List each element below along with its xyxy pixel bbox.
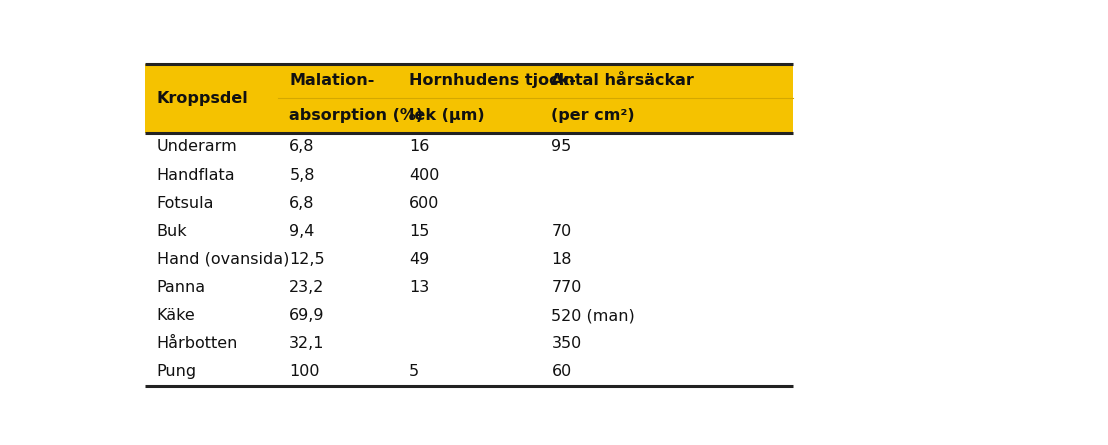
Text: Hand (ovansida): Hand (ovansida) bbox=[156, 252, 289, 267]
Text: 100: 100 bbox=[289, 364, 320, 379]
Text: 15: 15 bbox=[409, 224, 430, 239]
Text: 18: 18 bbox=[552, 252, 572, 267]
Text: 770: 770 bbox=[552, 280, 582, 295]
Text: Hårbotten: Hårbotten bbox=[156, 336, 238, 351]
Text: 32,1: 32,1 bbox=[289, 336, 325, 351]
Text: Handflata: Handflata bbox=[156, 168, 235, 182]
Text: 400: 400 bbox=[409, 168, 440, 182]
Bar bbox=[145, 133, 793, 386]
Text: Antal hårsäckar: Antal hårsäckar bbox=[552, 73, 695, 89]
Text: Fotsula: Fotsula bbox=[156, 196, 214, 210]
Text: lek (μm): lek (μm) bbox=[409, 108, 484, 123]
Text: absorption (%): absorption (%) bbox=[289, 108, 423, 123]
Text: 12,5: 12,5 bbox=[289, 252, 325, 267]
Text: 6,8: 6,8 bbox=[289, 196, 315, 210]
Text: 49: 49 bbox=[409, 252, 429, 267]
Text: Malation-: Malation- bbox=[289, 73, 375, 89]
Text: 69,9: 69,9 bbox=[289, 308, 325, 323]
Text: 13: 13 bbox=[409, 280, 429, 295]
Text: 70: 70 bbox=[552, 224, 572, 239]
Text: 5: 5 bbox=[409, 364, 419, 379]
Text: Underarm: Underarm bbox=[156, 139, 237, 154]
Text: Panna: Panna bbox=[156, 280, 206, 295]
Text: 16: 16 bbox=[409, 139, 430, 154]
Text: Pung: Pung bbox=[156, 364, 196, 379]
Text: Hornhudens tjock-: Hornhudens tjock- bbox=[409, 73, 576, 89]
Text: 95: 95 bbox=[552, 139, 572, 154]
Text: 60: 60 bbox=[552, 364, 572, 379]
Text: (per cm²): (per cm²) bbox=[552, 108, 635, 123]
Text: 6,8: 6,8 bbox=[289, 139, 315, 154]
Text: 5,8: 5,8 bbox=[289, 168, 315, 182]
Text: 9,4: 9,4 bbox=[289, 224, 315, 239]
Bar bbox=[145, 64, 793, 133]
Text: 350: 350 bbox=[552, 336, 582, 351]
Text: 23,2: 23,2 bbox=[289, 280, 325, 295]
Text: 520 (man): 520 (man) bbox=[552, 308, 635, 323]
Text: Buk: Buk bbox=[156, 224, 187, 239]
Text: Käke: Käke bbox=[156, 308, 195, 323]
Text: Kroppsdel: Kroppsdel bbox=[156, 91, 248, 106]
Text: 600: 600 bbox=[409, 196, 440, 210]
